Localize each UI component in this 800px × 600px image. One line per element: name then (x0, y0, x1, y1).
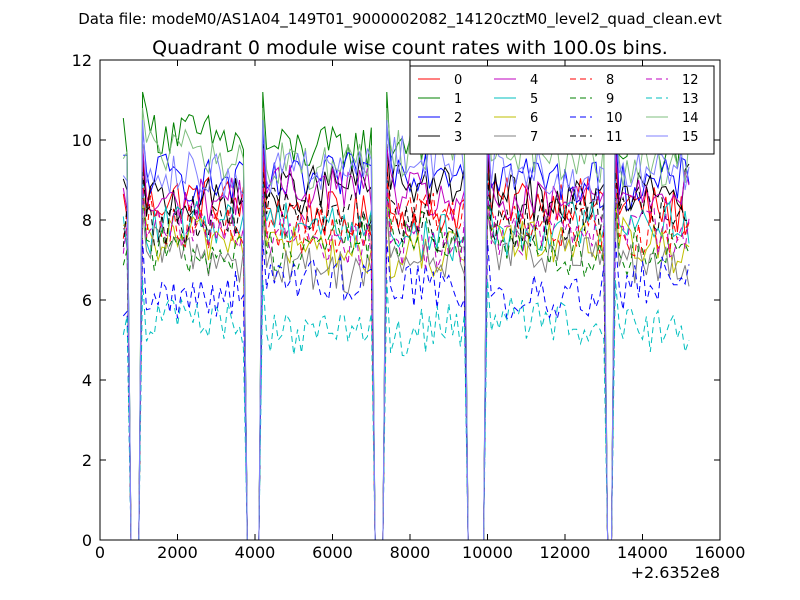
x-tick-label: 12000 (540, 543, 591, 562)
legend-label-1: 1 (454, 92, 462, 107)
legend-label-8: 8 (606, 73, 614, 88)
x-offset-label: +2.6352e8 (631, 563, 720, 582)
series-line-11 (122, 171, 690, 540)
x-tick-label: 16000 (695, 543, 746, 562)
y-tick-label: 8 (82, 211, 92, 230)
series-line-12 (122, 187, 690, 540)
x-tick-label: 8000 (390, 543, 431, 562)
y-tick-label: 10 (72, 131, 92, 150)
legend-label-0: 0 (454, 73, 462, 88)
legend-label-15: 15 (682, 130, 699, 145)
legend-label-11: 11 (606, 130, 623, 145)
series-line-10 (122, 239, 690, 540)
series-line-13 (122, 279, 690, 540)
y-tick-label: 0 (82, 531, 92, 550)
legend-label-10: 10 (606, 111, 623, 126)
series-line-9 (122, 195, 690, 540)
legend-label-7: 7 (530, 130, 538, 145)
legend-label-3: 3 (454, 130, 462, 145)
x-tick-label: 6000 (312, 543, 353, 562)
legend-label-5: 5 (530, 92, 538, 107)
series-line-3 (122, 143, 690, 540)
series-line-8 (122, 175, 690, 540)
x-tick-label: 0 (95, 543, 105, 562)
y-tick-label: 6 (82, 291, 92, 310)
legend-label-13: 13 (682, 92, 699, 107)
legend-label-2: 2 (454, 111, 462, 126)
x-tick-label: 14000 (617, 543, 668, 562)
legend-box (409, 65, 715, 155)
x-axis: 0 2000 4000 6000 8000 10000 12000 14000 16000 (95, 60, 746, 562)
series-line-0 (122, 159, 690, 540)
x-tick-label: 4000 (235, 543, 276, 562)
chart-title: Quadrant 0 module wise count rates with … (152, 37, 668, 59)
legend-label-4: 4 (530, 73, 538, 88)
x-tick-label: 2000 (157, 543, 198, 562)
y-tick-label: 12 (72, 51, 92, 70)
legend-label-6: 6 (530, 111, 538, 126)
legend-label-12: 12 (682, 73, 699, 88)
y-tick-label: 2 (82, 451, 92, 470)
y-tick-label: 4 (82, 371, 92, 390)
legend-label-9: 9 (606, 92, 614, 107)
suptitle: Data file: modeM0/AS1A04_149T01_90000020… (78, 10, 722, 29)
series-line-7 (122, 211, 690, 540)
series-line-15 (122, 119, 690, 540)
legend-label-14: 14 (682, 111, 699, 126)
x-tick-label: 10000 (462, 543, 513, 562)
